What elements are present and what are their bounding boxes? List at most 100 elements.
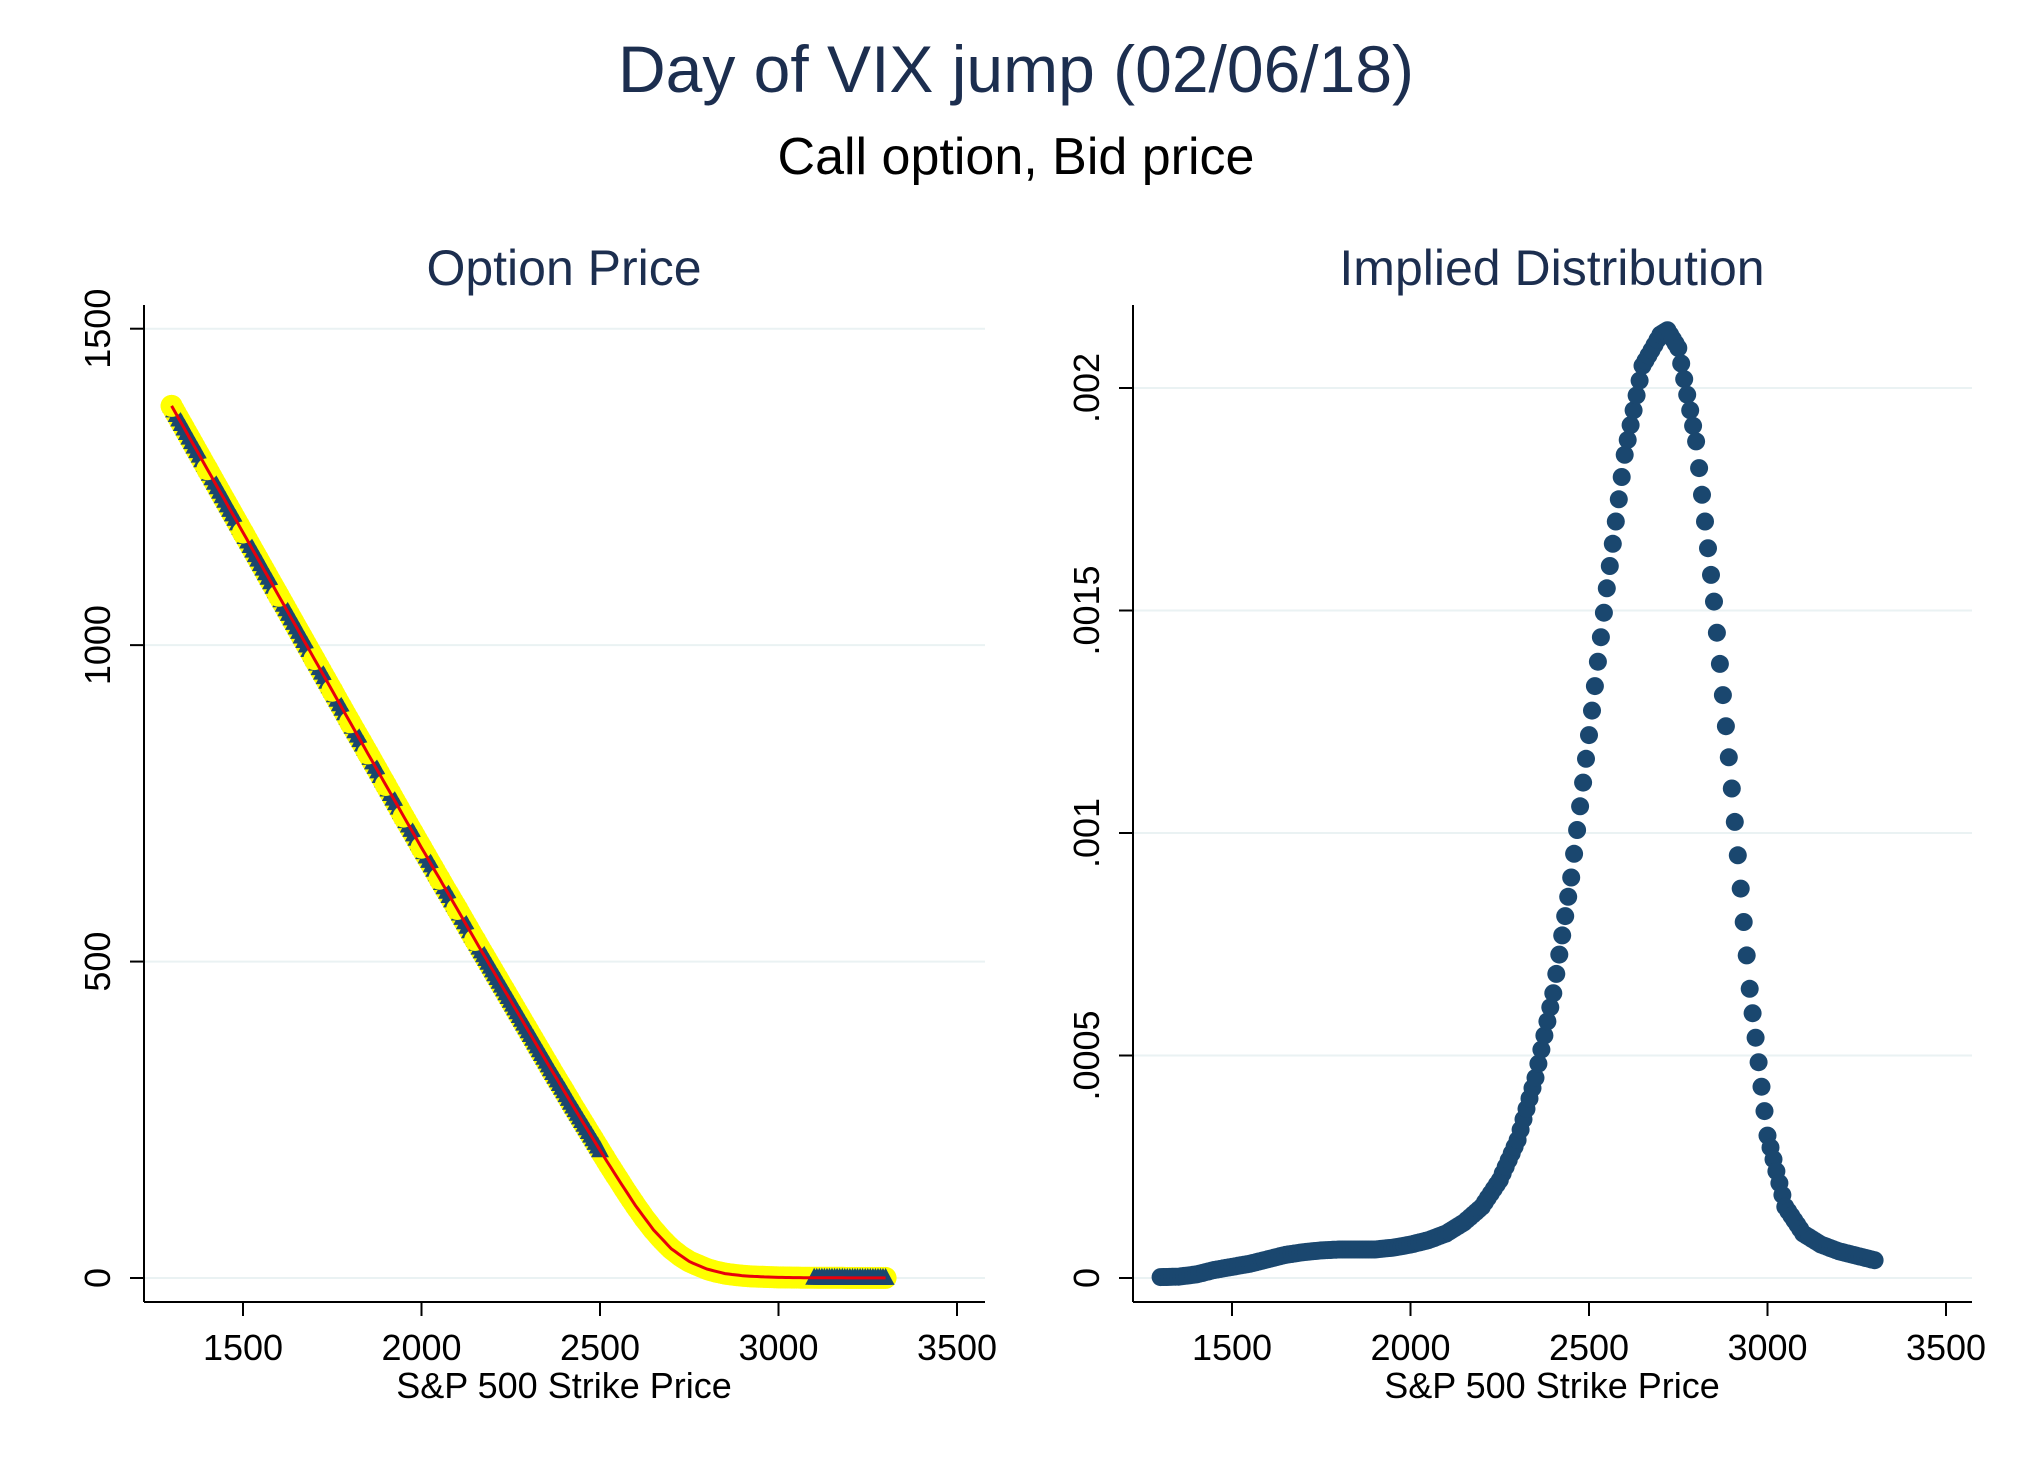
implied-distribution-point	[1621, 416, 1640, 435]
implied-distribution-x-axis-label: S&P 500 Strike Price	[1384, 1365, 1720, 1406]
option-price-panel: Option Price 1500 2000 2500 3000 3500 0 500 100…	[77, 240, 997, 1406]
option-price-y-tick-label: 500	[77, 932, 118, 992]
implied-distribution-point	[1696, 512, 1714, 531]
implied-distribution-x-tick-label: 1500	[1192, 1327, 1272, 1368]
option-price-x-tick-label: 3500	[917, 1327, 997, 1368]
implied-distribution-point	[1585, 677, 1604, 696]
implied-distribution-point	[1737, 946, 1756, 965]
implied-distribution-point	[1538, 1012, 1557, 1031]
option-price-fit-line	[170, 405, 886, 1280]
implied-distribution-point	[1553, 926, 1572, 945]
implied-distribution-point	[1535, 1026, 1554, 1045]
implied-distribution-point	[1580, 726, 1598, 745]
option-price-title: Option Price	[426, 240, 701, 296]
option-price-x-axis-label: S&P 500 Strike Price	[396, 1365, 732, 1406]
implied-distribution-point	[1526, 1068, 1545, 1087]
implied-distribution-point	[1591, 628, 1610, 647]
implied-distribution-y-tick-label: .002	[1066, 353, 1107, 423]
option-price-y-tick-label: 0	[77, 1268, 118, 1288]
implied-distribution-point	[1600, 557, 1619, 575]
implied-distribution-point	[1731, 879, 1750, 898]
implied-distribution-point	[1606, 512, 1625, 531]
implied-distribution-point	[1675, 370, 1694, 389]
implied-distribution-point	[1690, 459, 1709, 478]
option-price-y-tick-label: 1500	[77, 289, 118, 369]
implied-distribution-point	[1568, 821, 1587, 839]
implied-distribution-point	[1603, 534, 1622, 553]
implied-distribution-point	[1719, 748, 1738, 767]
implied-distribution-point	[1669, 339, 1688, 357]
implied-distribution-marks	[1151, 321, 1884, 1287]
implied-distribution-point	[1752, 1077, 1771, 1096]
implied-distribution-point	[1734, 913, 1753, 931]
option-price-x-tick-label: 1500	[203, 1327, 283, 1368]
implied-distribution-point	[1615, 445, 1634, 464]
implied-distribution-point	[1627, 386, 1646, 405]
implied-distribution-point	[1562, 868, 1581, 887]
implied-distribution-point	[1716, 717, 1735, 736]
implied-distribution-point	[1574, 773, 1593, 792]
implied-distribution-point	[1728, 846, 1747, 865]
implied-distribution-point	[1749, 1053, 1768, 1072]
implied-distribution-point	[1547, 964, 1566, 983]
implied-distribution-point	[1678, 385, 1697, 404]
implied-distribution-point	[1541, 998, 1560, 1017]
implied-distribution-point	[1702, 565, 1720, 584]
implied-distribution-title: Implied Distribution	[1339, 240, 1764, 296]
figure-title: Day of VIX jump (02/06/18)	[618, 32, 1414, 106]
implied-distribution-point	[1529, 1054, 1548, 1073]
implied-distribution-point	[1532, 1040, 1551, 1059]
implied-distribution-point	[1672, 354, 1691, 373]
implied-distribution-point	[1544, 984, 1563, 1003]
implied-distribution-point	[1559, 887, 1578, 906]
implied-distribution-panel: Implied Distribution 1500 2000 2500 3000 350…	[1066, 240, 1986, 1406]
implied-distribution-y-tick-label: 0	[1066, 1268, 1107, 1288]
implied-distribution-y-tick-label: .001	[1066, 798, 1107, 868]
implied-distribution-point	[1583, 701, 1601, 720]
option-price-x-tick-label: 3000	[738, 1327, 818, 1368]
implied-distribution-point	[1725, 812, 1744, 831]
implied-distribution-point	[1699, 539, 1717, 558]
implied-distribution-point	[1571, 797, 1590, 816]
implied-distribution-point	[1630, 371, 1649, 390]
implied-distribution-point	[1618, 430, 1637, 449]
implied-distribution-point	[1687, 432, 1706, 451]
implied-distribution-point	[1624, 401, 1643, 420]
implied-distribution-point	[1710, 654, 1729, 673]
option-price-y-tick-label: 1000	[77, 605, 118, 685]
implied-distribution-point	[1597, 579, 1616, 598]
implied-distribution-point	[1722, 779, 1741, 798]
implied-distribution-point	[1746, 1028, 1765, 1047]
implied-distribution-point	[1556, 907, 1575, 926]
implied-distribution-x-tick-label: 2500	[1549, 1327, 1629, 1368]
implied-distribution-point	[1577, 749, 1595, 768]
implied-distribution-axes: 1500 2000 2500 3000 3500 0 .0005 .001 .0015 .002	[1066, 305, 1986, 1368]
implied-distribution-point	[1550, 945, 1569, 964]
implied-distribution-point	[1609, 490, 1628, 509]
implied-distribution-point	[1681, 401, 1700, 420]
implied-distribution-point	[1755, 1102, 1774, 1121]
implied-distribution-y-tick-label: .0005	[1066, 1010, 1107, 1100]
implied-distribution-point	[1588, 652, 1607, 671]
implied-distribution-point	[1565, 844, 1584, 863]
implied-distribution-y-tick-label: .0015	[1066, 565, 1107, 655]
implied-distribution-point	[1865, 1251, 1884, 1270]
option-price-marks	[160, 394, 897, 1289]
implied-distribution-point	[1740, 979, 1759, 998]
implied-distribution-x-tick-label: 3000	[1727, 1327, 1807, 1368]
implied-distribution-point	[1743, 1004, 1762, 1023]
implied-distribution-x-tick-label: 2000	[1370, 1327, 1450, 1368]
implied-distribution-point	[1707, 623, 1726, 642]
option-price-x-tick-label: 2000	[381, 1327, 461, 1368]
option-price-axes: 1500 2000 2500 3000 3500 0 500 1000 1500	[77, 289, 997, 1368]
implied-distribution-grid	[1134, 387, 1972, 1279]
option-price-x-tick-label: 2500	[560, 1327, 640, 1368]
implied-distribution-point	[1713, 686, 1732, 705]
implied-distribution-point	[1705, 592, 1723, 611]
implied-distribution-point	[1684, 416, 1703, 435]
implied-distribution-point	[1612, 468, 1631, 486]
figure-subtitle: Call option, Bid price	[778, 128, 1255, 186]
implied-distribution-point	[1693, 485, 1711, 504]
implied-distribution-point	[1594, 603, 1613, 622]
